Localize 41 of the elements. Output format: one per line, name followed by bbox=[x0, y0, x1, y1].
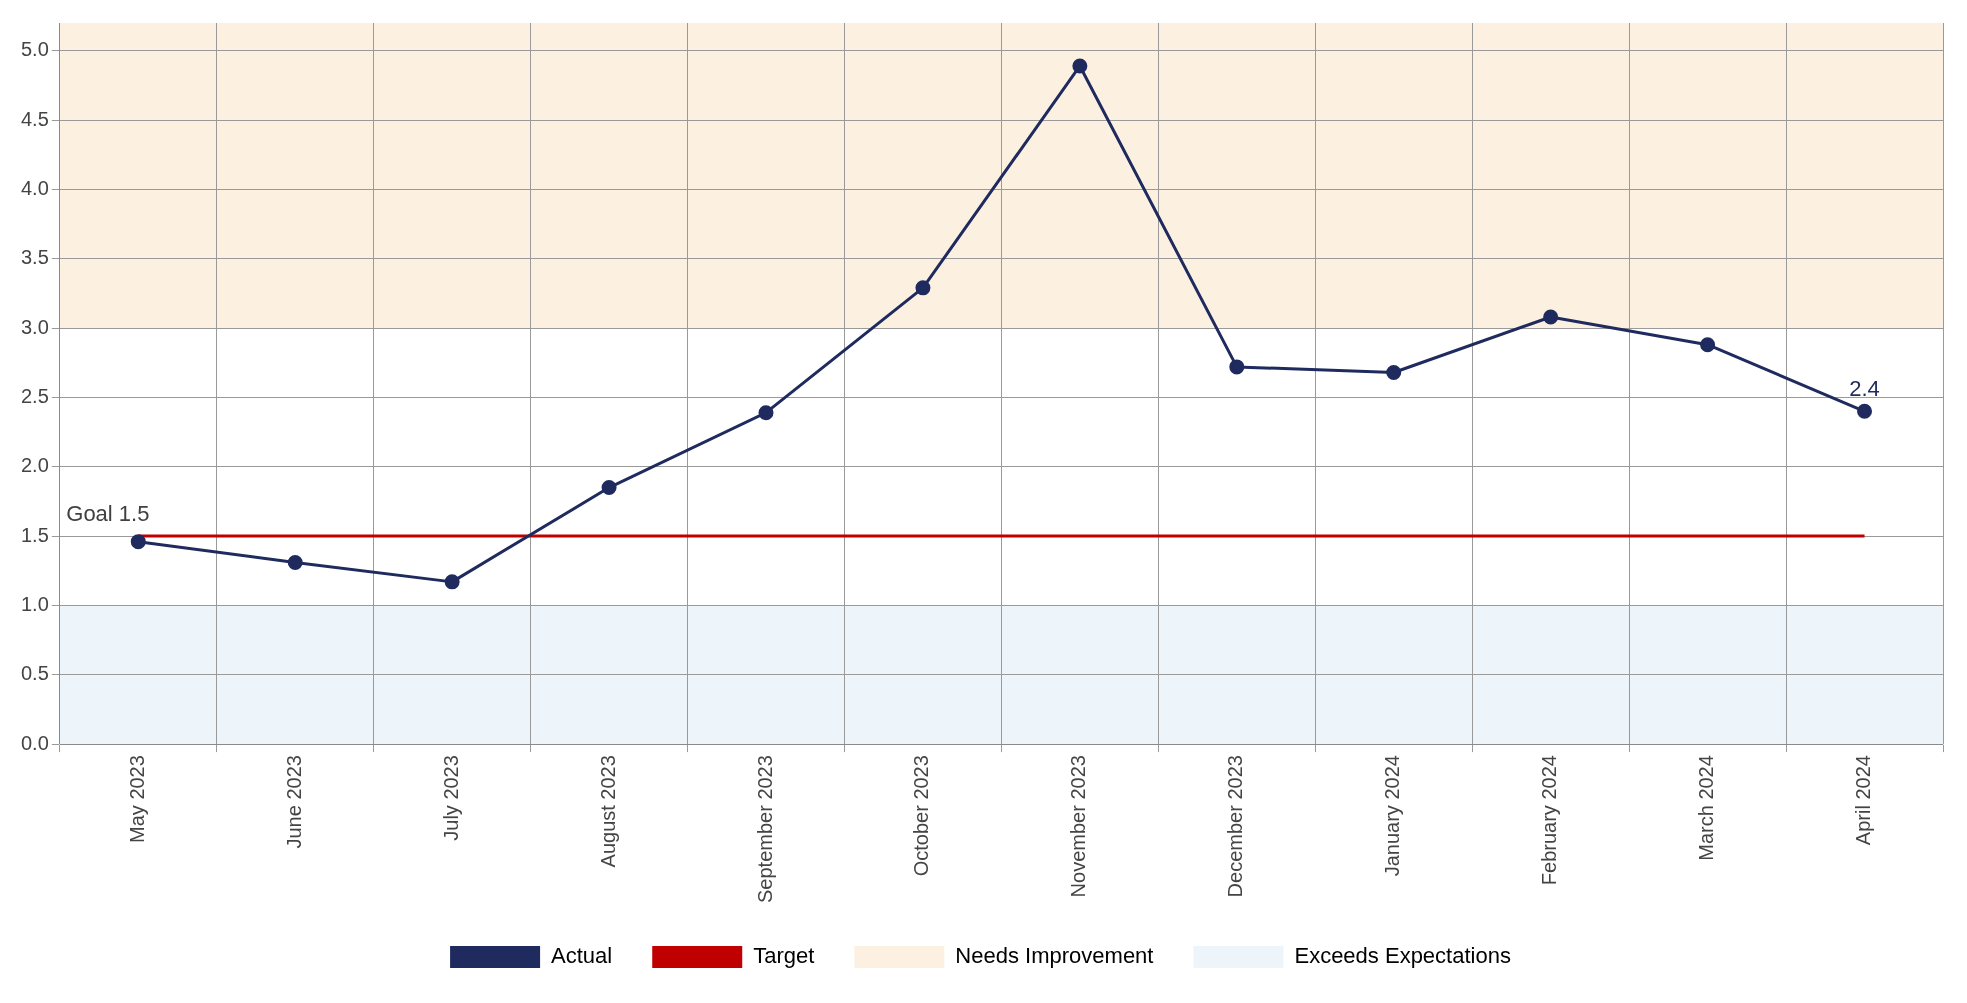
x-tick-label: March 2024 bbox=[1695, 755, 1718, 861]
x-tick-label: May 2023 bbox=[125, 755, 148, 843]
legend-label: Target bbox=[753, 943, 815, 969]
x-tick-label: February 2024 bbox=[1538, 755, 1561, 886]
x-tick-label: July 2023 bbox=[439, 755, 462, 841]
legend-label: Exceeds Expectations bbox=[1294, 943, 1511, 969]
point bbox=[444, 574, 460, 590]
y-tick-label: 2.5 bbox=[20, 384, 49, 407]
point bbox=[1386, 364, 1402, 380]
x-tick-label: April 2024 bbox=[1852, 755, 1875, 846]
x-tick-label: December 2023 bbox=[1224, 755, 1247, 898]
y-tick-label: 1.0 bbox=[20, 592, 49, 615]
point bbox=[130, 534, 146, 550]
point bbox=[915, 280, 931, 296]
legend-label: Actual bbox=[551, 943, 613, 969]
x-tick-label: October 2023 bbox=[910, 755, 933, 877]
point bbox=[1857, 403, 1873, 419]
y-tick-label: 3.0 bbox=[20, 315, 49, 338]
point bbox=[1700, 337, 1716, 353]
x-tick-label: January 2024 bbox=[1381, 755, 1404, 877]
legend-label: Needs Improvement bbox=[955, 943, 1154, 969]
x-tick-label: November 2023 bbox=[1067, 755, 1090, 898]
y-tick-label: 4.0 bbox=[20, 176, 49, 199]
y-tick-label: 0.0 bbox=[20, 731, 49, 754]
y-tick-label: 2.0 bbox=[20, 454, 49, 477]
point bbox=[601, 480, 617, 496]
y-tick-label: 0.5 bbox=[20, 662, 49, 685]
point bbox=[1072, 58, 1088, 74]
annotation: Goal 1.5 bbox=[66, 501, 150, 527]
data-label: 2.4 bbox=[1849, 376, 1880, 402]
point bbox=[1229, 359, 1245, 375]
y-tick-label: 1.5 bbox=[20, 523, 49, 546]
y-tick-label: 3.5 bbox=[20, 246, 49, 269]
point bbox=[1543, 309, 1559, 325]
point bbox=[758, 405, 774, 421]
x-tick-label: August 2023 bbox=[596, 755, 619, 868]
x-tick-label: June 2023 bbox=[282, 755, 305, 849]
y-tick-label: 5.0 bbox=[20, 38, 49, 61]
y-tick-label: 4.5 bbox=[20, 107, 49, 130]
point bbox=[287, 554, 303, 570]
x-tick-label: September 2023 bbox=[753, 755, 776, 904]
